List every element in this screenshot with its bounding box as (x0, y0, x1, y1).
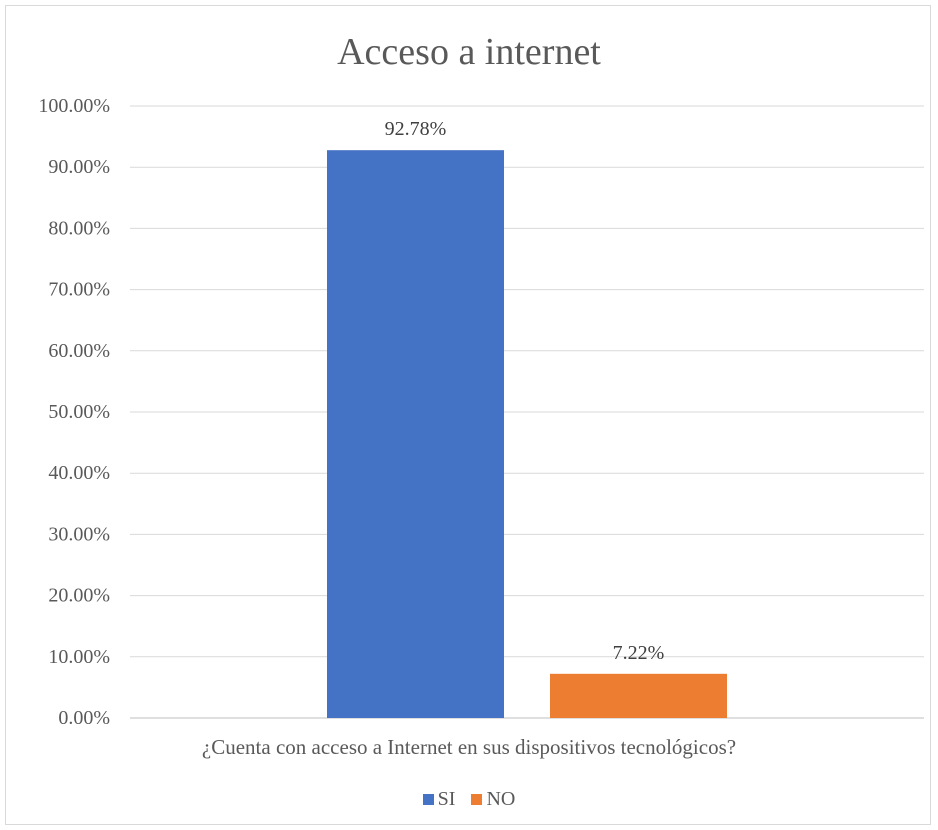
legend: SI NO (0, 788, 938, 811)
y-tick-label: 30.00% (48, 523, 110, 545)
x-category-label: ¿Cuenta con acceso a Internet en sus dis… (201, 735, 737, 759)
legend-swatch-no (471, 794, 483, 805)
y-tick-labels: 0.00% 10.00% 20.00% 30.00% 40.00% 50.00% 60.00… (38, 95, 110, 729)
y-tick-label: 0.00% (58, 707, 110, 729)
y-tick-label: 50.00% (48, 401, 110, 423)
y-tick-label: 80.00% (48, 217, 110, 239)
y-tick-label: 60.00% (48, 340, 110, 362)
data-label-no: 7.22% (613, 642, 665, 664)
legend-swatch-si (422, 794, 434, 805)
y-tick-label: 70.00% (48, 279, 110, 301)
bars (327, 150, 727, 718)
legend-item-si: SI (422, 788, 456, 811)
y-tick-label: 10.00% (48, 646, 110, 668)
legend-label-si: SI (437, 788, 456, 810)
gridlines (130, 105, 924, 719)
bar-no (550, 673, 727, 718)
y-tick-label: 20.00% (48, 585, 110, 607)
y-tick-label: 90.00% (48, 156, 110, 178)
y-tick-label: 100.00% (38, 95, 110, 117)
legend-item-no: NO (471, 788, 515, 811)
chart-title: Acceso a internet (337, 31, 601, 73)
bar-si (327, 150, 504, 718)
data-label-si: 92.78% (385, 118, 447, 140)
legend-label-no: NO (486, 788, 516, 810)
data-labels: 92.78% 7.22% (385, 118, 665, 664)
y-tick-label: 40.00% (48, 462, 110, 484)
